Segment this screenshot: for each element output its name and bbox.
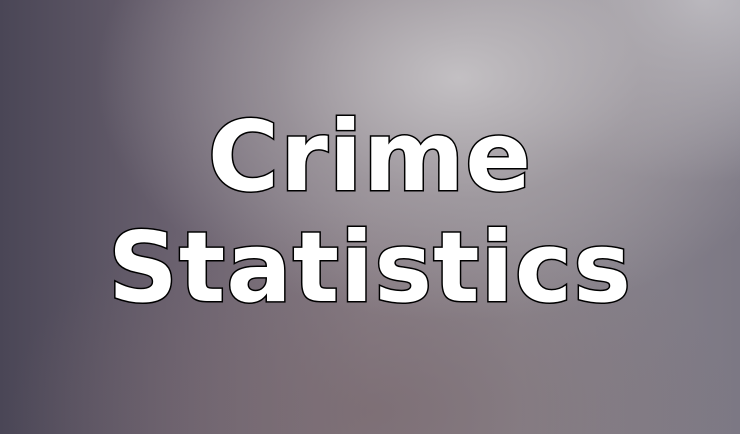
title-line-1: Crime (206, 100, 533, 213)
title-line-2: Statistics (107, 211, 633, 324)
